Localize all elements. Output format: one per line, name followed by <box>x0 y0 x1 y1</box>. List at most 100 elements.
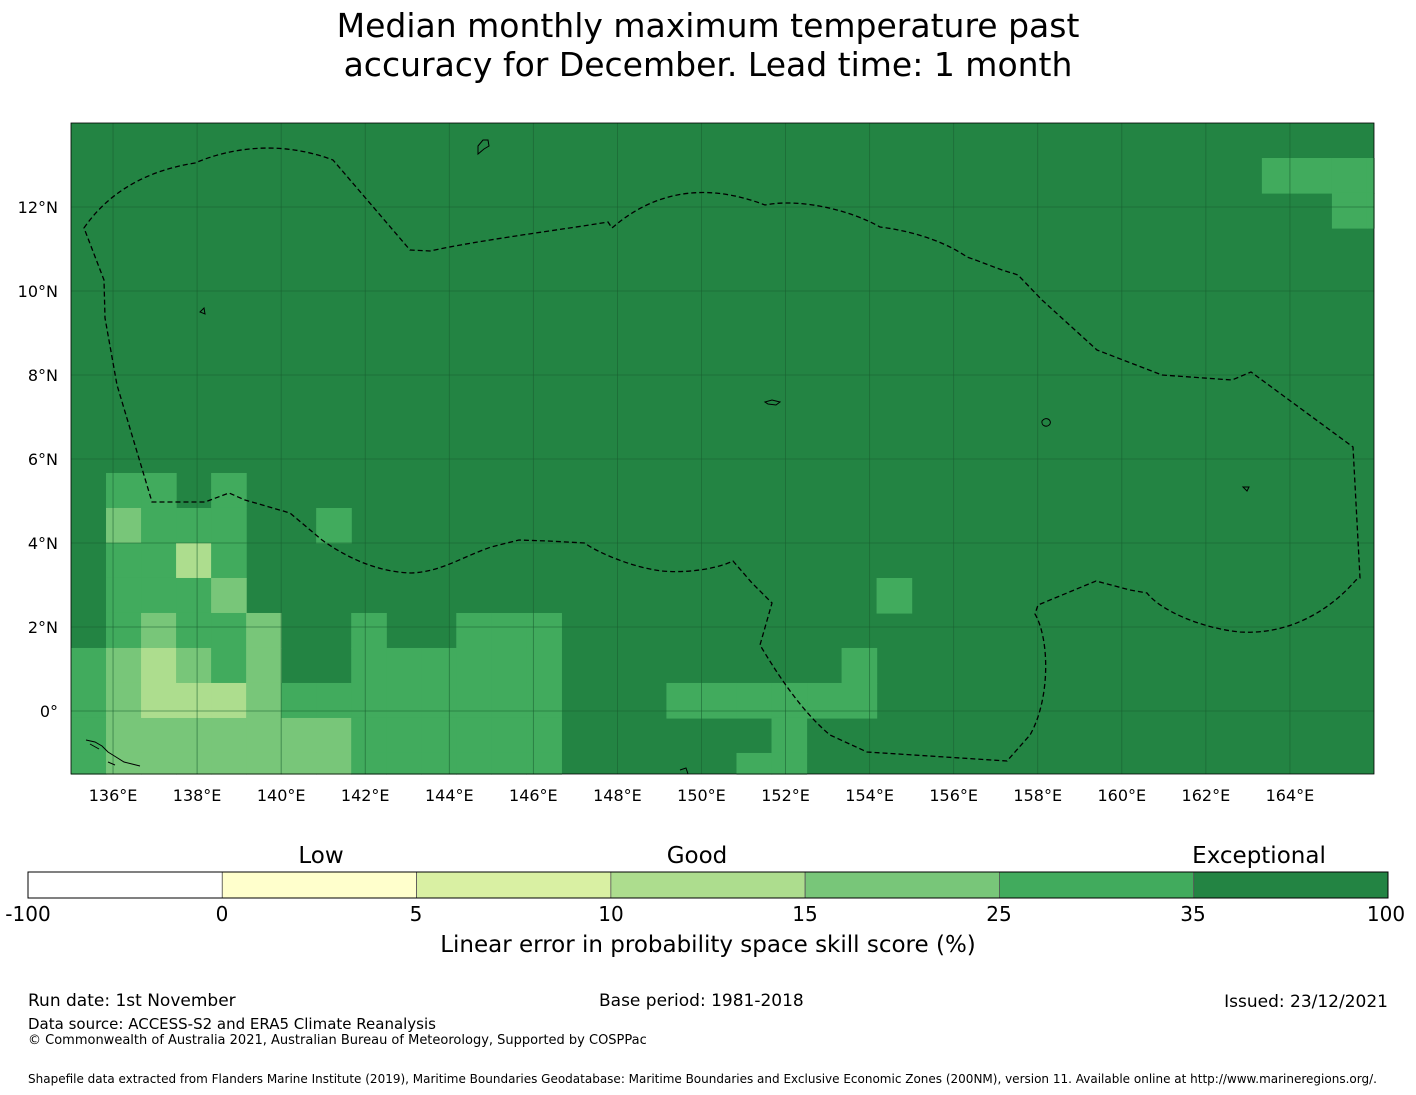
colorbar-category-good: Good <box>666 843 728 869</box>
colorbar <box>27 871 1389 899</box>
skill-cell <box>141 717 177 754</box>
skill-cell <box>106 752 142 775</box>
skill-cell <box>491 612 527 649</box>
skill-cell <box>1366 192 1375 229</box>
longitude-tick-label: 144°E <box>425 786 474 805</box>
longitude-tick-label: 140°E <box>257 786 306 805</box>
colorbar-tick: 25 <box>986 902 1012 926</box>
skill-cell <box>526 752 562 775</box>
skill-cell <box>141 752 177 775</box>
longitude-tick-label: 138°E <box>173 786 222 805</box>
longitude-tick-label: 150°E <box>677 786 726 805</box>
skill-cell <box>211 717 247 754</box>
skill-cell <box>141 507 177 544</box>
latitude-tick-label: 10°N <box>18 282 58 301</box>
colorbar-bin <box>27 871 223 899</box>
skill-cell <box>1331 157 1368 194</box>
skill-cell <box>176 752 212 775</box>
skill-cell <box>211 647 247 684</box>
skill-cell <box>771 752 808 775</box>
small-island-outline <box>679 767 689 775</box>
longitude-tick-label: 142°E <box>341 786 390 805</box>
run-date: Run date: 1st November <box>28 991 236 1011</box>
latitude-tick-label: 6°N <box>28 450 58 469</box>
map-title: Median monthly maximum temperature past … <box>0 6 1416 84</box>
skill-cell <box>456 647 492 684</box>
skill-cell <box>421 647 457 684</box>
skill-cell <box>526 647 562 684</box>
skill-cell <box>456 717 492 754</box>
skill-cell <box>1296 157 1333 194</box>
skill-cell <box>141 472 177 509</box>
skill-cell <box>351 752 387 775</box>
skill-cell <box>736 752 773 775</box>
skill-cell <box>841 682 878 719</box>
colorbar-tick: 0 <box>215 902 229 926</box>
latitude-tick-label: 12°N <box>18 198 58 217</box>
longitude-tick-label: 164°E <box>1266 786 1315 805</box>
skill-cell <box>841 647 878 684</box>
skill-cell <box>456 682 492 719</box>
skill-cell <box>211 507 247 544</box>
skill-cell <box>176 577 212 614</box>
skill-cell <box>141 682 177 719</box>
skill-cell <box>211 472 247 509</box>
skill-cell <box>106 507 142 544</box>
skill-cell <box>141 647 177 684</box>
skill-cell <box>456 752 492 775</box>
kosrae-island-outline <box>1241 486 1250 492</box>
skill-cell <box>491 647 527 684</box>
skill-cell <box>421 682 457 719</box>
skill-cell <box>106 717 142 754</box>
skill-cell <box>1331 192 1368 229</box>
colorbar-tick: 100 <box>1366 902 1406 926</box>
skill-cell <box>351 717 387 754</box>
small-island-outline <box>199 306 206 315</box>
skill-cell <box>246 647 282 684</box>
longitude-tick-label: 136°E <box>89 786 138 805</box>
longitude-tick-label: 146°E <box>509 786 558 805</box>
skill-cell <box>421 752 457 775</box>
skill-cell <box>526 717 562 754</box>
skill-cell <box>771 717 808 754</box>
skill-cell <box>106 682 142 719</box>
skill-cell <box>71 647 107 684</box>
skill-cell <box>141 612 177 649</box>
latitude-tick-label: 0° <box>40 702 58 721</box>
skill-cell <box>176 612 212 649</box>
title-line-1: Median monthly maximum temperature past <box>336 6 1080 45</box>
skill-cell <box>211 682 247 719</box>
colorbar-tick: 35 <box>1180 902 1206 926</box>
colorbar-bin <box>221 871 417 899</box>
colorbar-bin <box>610 871 806 899</box>
chuuk-atoll-outline <box>763 399 782 406</box>
skill-cell <box>176 682 212 719</box>
skill-cell <box>456 612 492 649</box>
skill-cell <box>176 647 212 684</box>
colorbar-tick: 15 <box>792 902 818 926</box>
colorbar-bin <box>804 871 1000 899</box>
skill-cell <box>211 612 247 649</box>
skill-cell <box>211 542 247 579</box>
skill-cell <box>386 752 422 775</box>
skill-cell <box>106 612 142 649</box>
eez-boundary <box>83 147 1361 762</box>
data-source: Data source: ACCESS-S2 and ERA5 Climate … <box>28 1015 436 1033</box>
base-period: Base period: 1981-2018 <box>599 991 804 1011</box>
skill-cell <box>106 542 142 579</box>
island-outlines <box>85 139 1250 775</box>
colorbar-bin <box>999 871 1195 899</box>
skill-cell <box>351 682 387 719</box>
latitude-tick-label: 8°N <box>28 366 58 385</box>
colorbar-bin <box>1193 871 1389 899</box>
skill-cell <box>1366 157 1375 194</box>
graticule <box>71 123 1374 774</box>
longitude-tick-label: 154°E <box>845 786 894 805</box>
longitude-axis: 136°E 138°E 140°E 142°E 144°E 146°E 148°E 150°E… <box>89 786 1315 805</box>
skill-cell <box>491 752 527 775</box>
skill-cell <box>386 647 422 684</box>
skill-cell <box>386 682 422 719</box>
skill-cell <box>281 682 317 719</box>
skill-cell <box>106 647 142 684</box>
latitude-tick-label: 2°N <box>28 618 58 637</box>
